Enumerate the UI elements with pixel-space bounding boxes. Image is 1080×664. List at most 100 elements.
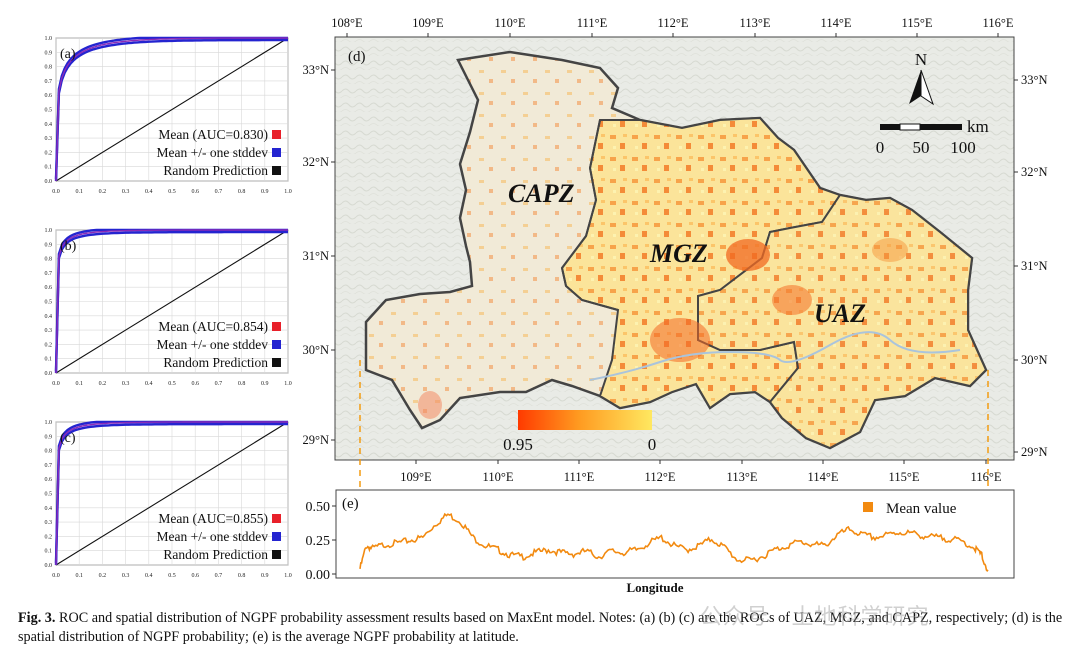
y-tick-label: 0.3: [45, 328, 53, 334]
y-tick-label: 0.3: [45, 136, 53, 142]
legend-swatch: [272, 532, 281, 541]
watermark: 公众号 · 土地科学研究: [700, 604, 930, 629]
y-tick-label: 0.0: [45, 371, 53, 377]
x-tick-label: 0.5: [168, 189, 176, 195]
figure-caption: Fig. 3. ROC and spatial distribution of …: [18, 609, 1068, 647]
profile-y-axis: 0.50 0.25 0.00: [306, 500, 336, 583]
legend-swatch: [272, 130, 281, 139]
y-tick-label: 0.4: [45, 314, 53, 320]
lon-top-label: 111°E: [577, 16, 608, 30]
y-tick-label: 0.2: [45, 342, 53, 348]
x-tick-label: 0.2: [99, 189, 107, 195]
y-tick-label: 1.0: [45, 36, 53, 42]
y-tick-label: 0.1: [45, 357, 53, 363]
lat-right-label: 32°N: [1021, 165, 1048, 179]
x-tick-label: 0.2: [99, 573, 107, 579]
panel-label-e: (e): [342, 496, 359, 512]
legend-label: Mean (AUC=0.854): [158, 319, 268, 334]
lat-right-label: 29°N: [1021, 445, 1048, 459]
caption-fig-label: Fig. 3.: [18, 610, 56, 626]
x-tick-label: 0.1: [75, 189, 83, 195]
mean-roc-line: [55, 421, 288, 566]
legend-label: Mean +/- one stddev: [157, 337, 269, 352]
x-tick-label: 0.0: [52, 381, 60, 387]
x-tick-label: 0.8: [238, 381, 246, 387]
y-tick-label: 0.2: [45, 150, 53, 156]
legend-swatch: [272, 340, 281, 349]
hotspot: [418, 391, 442, 419]
y-tick-label: 0.9: [45, 50, 53, 56]
hotspot: [726, 239, 770, 271]
svg-text:0.95: 0.95: [503, 435, 533, 454]
x-tick-label: 0.1: [75, 573, 83, 579]
random-prediction-line: [55, 421, 289, 566]
x-tick-label: 0.2: [99, 381, 107, 387]
lat-left-label: 31°N: [302, 249, 329, 263]
svg-text:0: 0: [648, 435, 657, 454]
lat-left-label: 29°N: [302, 433, 329, 447]
lon-bottom-label: 111°E: [564, 470, 595, 484]
zone-capz-boundary: [560, 119, 619, 311]
profile-legend: Mean value: [863, 501, 957, 517]
y-tick-label: 0.1: [45, 549, 53, 555]
x-tick-label: 1.0: [284, 381, 292, 387]
lon-bottom-label: 109°E: [400, 470, 432, 484]
y-tick-label: 0.8: [45, 449, 53, 455]
y-tick-label: 0.2: [45, 534, 53, 540]
x-tick-label: 0.0: [52, 573, 60, 579]
panel-label: (a): [60, 47, 76, 62]
stddev-lower-line: [54, 230, 288, 374]
mean-value-line: [359, 512, 989, 572]
x-tick-label: 0.4: [145, 381, 153, 387]
x-tick-label: 0.7: [215, 573, 223, 579]
lon-top-label: 109°E: [412, 16, 444, 30]
roc-panel-c: 0.0 0.1 0.2 0.3 0.4 0.5 0.6 0.7 0.8 0.9 1.0 0.0 0.1 0…: [45, 420, 292, 579]
y-tick-label: 0.1: [45, 165, 53, 171]
latitude-profile-chart: (e) Mean value Longitude 0.50 0.25 0.00: [306, 489, 1015, 595]
legend-label: Mean (AUC=0.855): [158, 511, 268, 526]
panel-label: (b): [60, 239, 77, 254]
x-tick-label: 0.1: [75, 381, 83, 387]
y-tick-label: 0.0: [45, 563, 53, 569]
legend-label: Random Prediction: [163, 547, 268, 562]
scale-bar: km 0 50 100: [876, 117, 989, 157]
x-tick-label: 0.5: [168, 381, 176, 387]
y-tick-label: 0.7: [45, 463, 53, 469]
lat-left-label: 33°N: [302, 63, 329, 77]
mean-roc-line: [55, 37, 288, 182]
x-tick-label: 0.7: [215, 381, 223, 387]
panel-label: (c): [60, 431, 76, 446]
y-tick-label: 0.4: [45, 122, 53, 128]
y-tick-label: 0.3: [45, 520, 53, 526]
y-tick-label: 0.7: [45, 271, 53, 277]
colorbar: 0.95 0: [503, 410, 656, 454]
lat-right-label: 33°N: [1021, 73, 1048, 87]
y-tick-label: 1.0: [45, 420, 53, 426]
zone-uaz-area: [697, 193, 988, 450]
roc-panel-b: 0.0 0.1 0.2 0.3 0.4 0.5 0.6 0.7 0.8 0.9 1.0 0.0 0.1 0…: [45, 228, 292, 387]
x-tick-label: 0.6: [191, 381, 199, 387]
lon-top-label: 110°E: [495, 16, 526, 30]
caption-text: ROC and spatial distribution of NGPF pro…: [18, 610, 1063, 645]
svg-text:0: 0: [876, 138, 885, 157]
x-tick-label: 0.4: [145, 189, 153, 195]
zone-label-uaz: UAZ: [814, 299, 866, 328]
svg-text:Mean value: Mean value: [886, 501, 957, 517]
random-prediction-line: [55, 229, 289, 374]
river: [589, 331, 961, 381]
lon-bottom-label: 112°E: [645, 470, 676, 484]
legend-label: Mean +/- one stddev: [157, 529, 269, 544]
y-tick-label: 0.9: [45, 242, 53, 248]
profile-xlabel: Longitude: [626, 580, 683, 595]
north-arrow: N: [909, 50, 934, 106]
legend-swatch: [272, 514, 281, 523]
lon-top-label: 115°E: [902, 16, 933, 30]
lon-top-label: 108°E: [331, 16, 363, 30]
y-tick-label: 1.0: [45, 228, 53, 234]
mean-roc-line: [55, 229, 288, 374]
y-tick-label: 0.6: [45, 285, 53, 291]
legend-swatch: [272, 166, 281, 175]
svg-text:km: km: [967, 117, 989, 136]
lat-right-label: 31°N: [1021, 259, 1048, 273]
roc-panel-a: 0.0 0.1 0.2 0.3 0.4 0.5 0.6 0.7 0.8 0.9 1.0 0.0 0.1 0…: [45, 36, 292, 195]
